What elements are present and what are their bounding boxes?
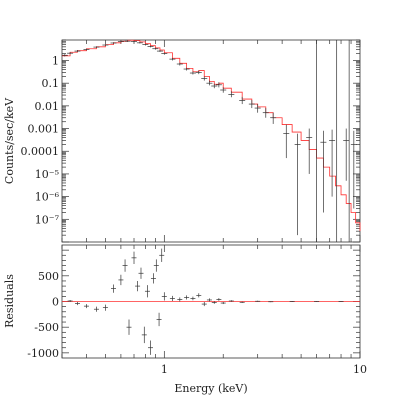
spectrum-y-tick-label: 0.0001 <box>21 145 60 158</box>
spectrum-y-tick-label: 0.1 <box>42 77 60 90</box>
spectrum-y-tick-label: 10⁻⁵ <box>35 168 59 181</box>
spectrum-y-tick-label: 1 <box>52 54 59 67</box>
spectrum-y-tick-labels: 1 0.1 0.01 0.001 0.0001 10⁻⁵ 10⁻⁶ 10⁻⁷ <box>21 54 60 226</box>
spectrum-model-layer <box>62 39 361 232</box>
spectrum-axis-ticks <box>61 39 361 243</box>
residuals-y-tick-label: -500 <box>34 321 59 334</box>
spectrum-vertical-lines <box>316 40 350 242</box>
residuals-y-axis-label: Residuals <box>3 274 16 328</box>
spectrum-y-tick-label: 0.001 <box>28 123 60 136</box>
spectrum-y-tick-label: 0.01 <box>35 100 60 113</box>
spectrum-model-line <box>62 39 361 232</box>
residuals-y-tick-labels: 500 0 -500 -1000 <box>27 270 59 360</box>
spectrum-panel-frame <box>61 39 361 243</box>
residuals-data-layer <box>67 248 344 355</box>
x-tick-label: 1 <box>161 363 168 376</box>
spectrum-y-tick-label: 10⁻⁷ <box>35 213 60 226</box>
x-tick-labels: 1 10 <box>161 363 367 376</box>
residuals-y-tick-label: -1000 <box>27 347 59 360</box>
x-tick-label: 10 <box>353 363 367 376</box>
spectrum-y-tick-label: 10⁻⁶ <box>35 191 60 204</box>
spectrum-y-axis-label: Counts/sec/keV <box>3 97 16 184</box>
residuals-y-tick-label: 0 <box>52 296 59 309</box>
spectrum-data-layer <box>61 40 357 236</box>
x-axis-label: Energy (keV) <box>174 382 247 395</box>
residuals-y-tick-label: 500 <box>38 270 59 283</box>
